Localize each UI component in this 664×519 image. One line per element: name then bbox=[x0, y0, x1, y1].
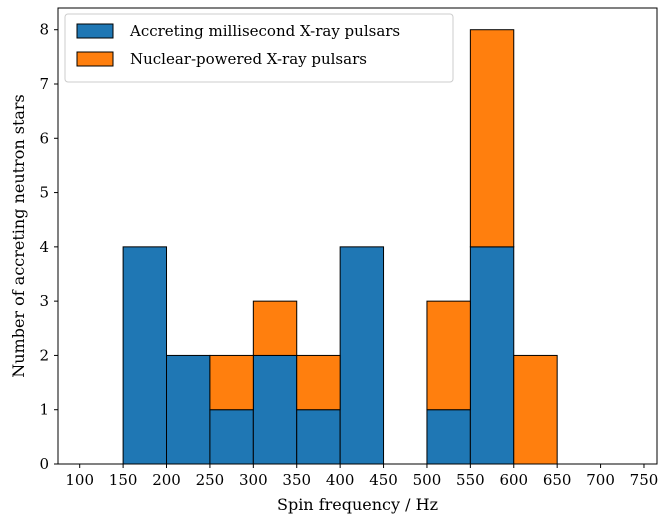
legend-box bbox=[64, 13, 454, 83]
plot-frame bbox=[57, 7, 658, 465]
bar-series-0-bin-200 bbox=[166, 354, 211, 465]
y-tick-label-4: 4 bbox=[39, 238, 49, 256]
bar-series-0-bin-350 bbox=[296, 409, 341, 465]
y-tick-label-6: 6 bbox=[39, 129, 49, 147]
x-tick-label-700: 700 bbox=[586, 471, 615, 489]
legend-label-nxp: Nuclear-powered X-ray pulsars bbox=[130, 50, 367, 68]
bar-series-1-bin-500 bbox=[426, 300, 471, 411]
bar-series-1-bin-250 bbox=[209, 354, 254, 411]
x-tick-label-350: 350 bbox=[282, 471, 311, 489]
bar-series-0-bin-250 bbox=[209, 409, 254, 465]
bar-series-1-bin-350 bbox=[296, 354, 341, 411]
bars-layer bbox=[122, 29, 558, 465]
x-tick-label-650: 650 bbox=[543, 471, 572, 489]
y-tick-label-0: 0 bbox=[39, 455, 49, 473]
bar-series-1-bin-600 bbox=[513, 354, 558, 465]
x-tick-label-550: 550 bbox=[456, 471, 485, 489]
bar-series-0-bin-150 bbox=[122, 246, 168, 465]
x-tick-label-750: 750 bbox=[630, 471, 659, 489]
bar-series-0-bin-400 bbox=[339, 246, 385, 465]
y-tick-label-1: 1 bbox=[39, 401, 49, 419]
ticks-layer: 100 150 200 250 300 350 400 450 500 550 600 650 700 7… bbox=[39, 21, 658, 489]
legend-swatch-nxp bbox=[76, 51, 114, 67]
x-tick-label-500: 500 bbox=[413, 471, 442, 489]
bar-series-1-bin-300 bbox=[252, 300, 298, 356]
x-tick-label-300: 300 bbox=[239, 471, 268, 489]
y-tick-label-7: 7 bbox=[39, 75, 49, 93]
y-tick-label-3: 3 bbox=[39, 292, 49, 310]
x-axis-label: Spin frequency / Hz bbox=[277, 495, 438, 514]
bar-series-0-bin-300 bbox=[252, 354, 298, 465]
y-tick-label-2: 2 bbox=[39, 346, 49, 364]
x-tick-label-250: 250 bbox=[196, 471, 225, 489]
x-tick-label-400: 400 bbox=[326, 471, 355, 489]
bar-series-0-bin-550 bbox=[469, 246, 515, 465]
bar-series-1-bin-550 bbox=[469, 29, 515, 248]
legend-swatch-amxp bbox=[76, 23, 114, 39]
x-tick-label-150: 150 bbox=[109, 471, 138, 489]
y-axis-label: Number of accreting neutron stars bbox=[9, 94, 28, 378]
x-tick-label-450: 450 bbox=[369, 471, 398, 489]
y-tick-label-5: 5 bbox=[39, 184, 49, 202]
x-tick-label-200: 200 bbox=[152, 471, 181, 489]
y-tick-label-8: 8 bbox=[39, 21, 49, 39]
bar-series-0-bin-500 bbox=[426, 409, 471, 465]
axes-layer bbox=[57, 7, 658, 465]
x-tick-label-600: 600 bbox=[499, 471, 528, 489]
legend-label-amxp: Accreting millisecond X-ray pulsars bbox=[129, 22, 400, 40]
x-tick-label-100: 100 bbox=[65, 471, 94, 489]
legend: Accreting millisecond X-ray pulsars Nucl… bbox=[64, 13, 454, 83]
